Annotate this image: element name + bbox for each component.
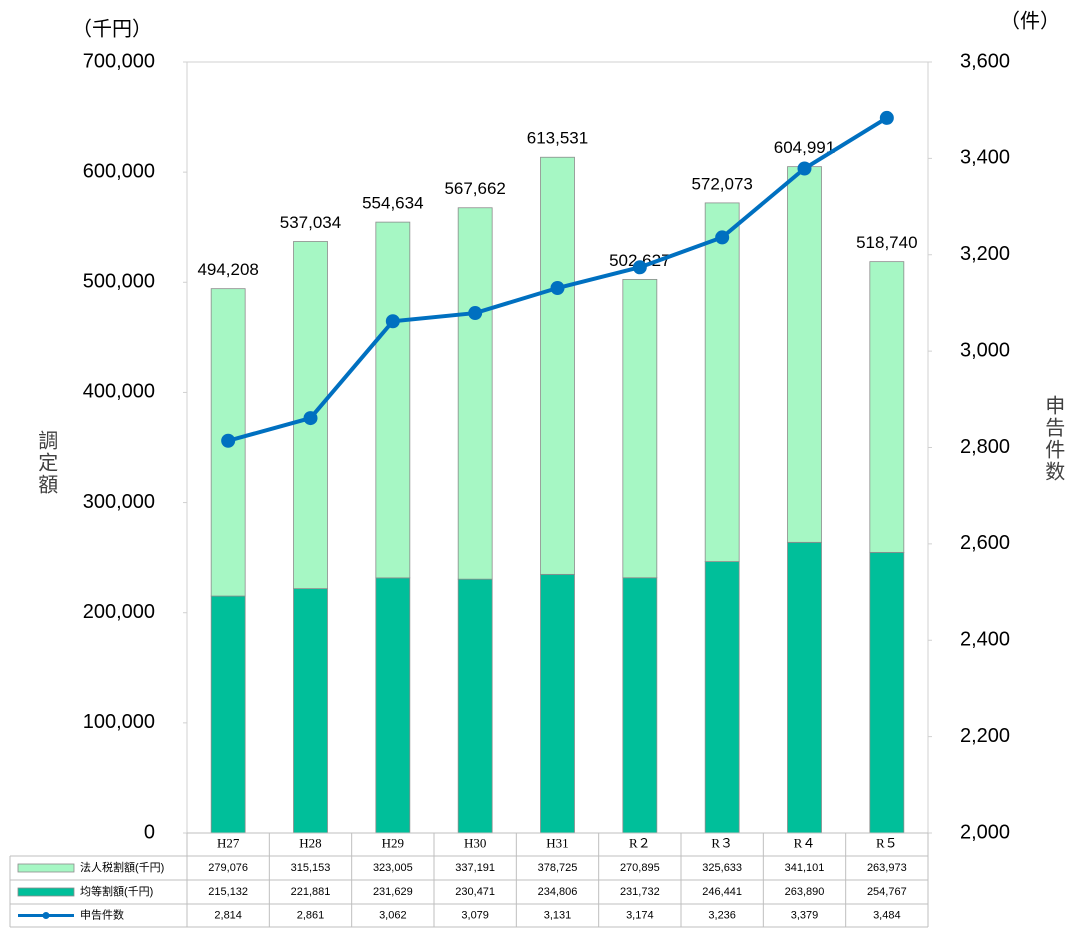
x-tick-label: H28 <box>299 835 321 850</box>
table-cell: 254,767 <box>867 886 907 898</box>
table-cell: 246,441 <box>702 886 742 898</box>
y-tick-label: 0 <box>144 821 155 843</box>
y-tick-label: 200,000 <box>83 601 155 623</box>
table-cell: 270,895 <box>620 862 660 874</box>
table-cell: 325,633 <box>702 862 742 874</box>
y-tick-label: 700,000 <box>83 50 155 72</box>
x-tick-label: H27 <box>217 835 240 850</box>
legend-entry: 申告件数 <box>80 908 124 921</box>
table-cell: 341,101 <box>785 862 825 874</box>
table-cell: 230,471 <box>455 886 495 898</box>
x-tick-label: H31 <box>546 835 568 850</box>
line-marker <box>550 280 565 295</box>
y-tick-label: 400,000 <box>83 381 155 403</box>
bar-segment <box>293 588 328 834</box>
y-axis-label: 調定額 <box>35 430 58 496</box>
y2-unit-label: （件） <box>1000 9 1060 32</box>
y2-tick-label: 3,600 <box>960 50 1010 72</box>
table-cell: 3,484 <box>873 909 901 921</box>
total-label: 494,208 <box>197 260 258 279</box>
line-marker <box>632 260 647 275</box>
table-cell: 231,629 <box>373 886 413 898</box>
total-label: 554,634 <box>362 194 423 213</box>
bar-segment <box>540 573 575 834</box>
table-cell: 215,132 <box>208 886 248 898</box>
table-cell: 323,005 <box>373 862 413 874</box>
y-tick-label: 600,000 <box>83 160 155 182</box>
total-label: 537,034 <box>280 213 341 232</box>
bar-segment <box>457 207 493 580</box>
y2-tick-label: 3,400 <box>960 147 1010 169</box>
line-marker <box>303 411 318 426</box>
bar-segment <box>704 561 740 834</box>
table-cell: 315,153 <box>291 862 331 874</box>
line-marker <box>879 110 894 125</box>
line-marker <box>468 306 483 321</box>
table-cell: 279,076 <box>208 862 248 874</box>
legend-marker <box>42 912 50 919</box>
x-tick-label: R３ <box>711 835 733 850</box>
bar-segment <box>869 551 905 834</box>
y2-tick-label: 2,200 <box>960 725 1010 747</box>
bar-segment <box>540 156 575 575</box>
y2-tick-label: 2,800 <box>960 436 1010 458</box>
table-cell: 3,131 <box>544 909 572 921</box>
y2-tick-label: 2,400 <box>960 629 1010 651</box>
x-tick-label: H29 <box>382 835 404 850</box>
x-tick-label: R４ <box>794 835 816 850</box>
table-cell: 263,973 <box>867 862 907 874</box>
y-tick-label: 300,000 <box>83 491 155 513</box>
legend-swatch <box>17 863 75 873</box>
y-unit-label: （千円） <box>72 17 152 40</box>
table-cell: 3,236 <box>708 909 736 921</box>
table-cell: 221,881 <box>291 886 331 898</box>
table-cell: 263,890 <box>785 886 825 898</box>
bar-segment <box>210 595 246 834</box>
line-marker <box>221 433 236 448</box>
total-label: 604,991 <box>774 138 835 157</box>
table-cell: 3,079 <box>461 909 489 921</box>
table-cell: 234,806 <box>538 886 578 898</box>
bar-segment <box>375 221 411 579</box>
x-tick-label: H30 <box>464 835 486 850</box>
table-cell: 378,725 <box>538 862 578 874</box>
bar-segment <box>375 577 411 834</box>
table-cell: 337,191 <box>455 862 495 874</box>
total-label: 567,662 <box>444 179 505 198</box>
y2-axis-label: 申告件数 <box>1042 395 1065 483</box>
line-marker <box>385 314 400 329</box>
total-label: 572,073 <box>691 174 752 193</box>
total-label: 613,531 <box>527 129 588 148</box>
bar-segment <box>457 578 493 834</box>
y2-tick-label: 2,600 <box>960 532 1010 554</box>
y2-tick-label: 2,000 <box>960 821 1010 843</box>
bar-segment <box>869 261 905 553</box>
y2-tick-label: 3,000 <box>960 339 1010 361</box>
bar-segment <box>787 541 822 834</box>
x-tick-label: R５ <box>876 835 898 850</box>
total-label: 518,740 <box>856 233 917 252</box>
bar-segment <box>787 166 822 543</box>
legend-entry: 法人税割額(千円) <box>80 860 164 874</box>
table-cell: 3,062 <box>379 909 407 921</box>
bar-segment <box>622 577 658 834</box>
bar-segment <box>704 202 740 562</box>
line-marker <box>715 230 730 245</box>
table-cell: 3,174 <box>626 909 654 921</box>
table-cell: 2,814 <box>214 909 242 921</box>
legend-swatch <box>17 887 75 897</box>
y-tick-label: 100,000 <box>83 711 155 733</box>
table-cell: 231,732 <box>620 886 660 898</box>
legend-entry: 均等割額(千円) <box>80 884 153 898</box>
y-tick-label: 500,000 <box>83 271 155 293</box>
x-tick-label: R２ <box>629 835 651 850</box>
line-marker <box>797 161 812 176</box>
bar-segment <box>622 278 658 579</box>
table-cell: 2,861 <box>297 909 325 921</box>
y2-tick-label: 3,200 <box>960 243 1010 265</box>
table-cell: 3,379 <box>791 909 819 921</box>
